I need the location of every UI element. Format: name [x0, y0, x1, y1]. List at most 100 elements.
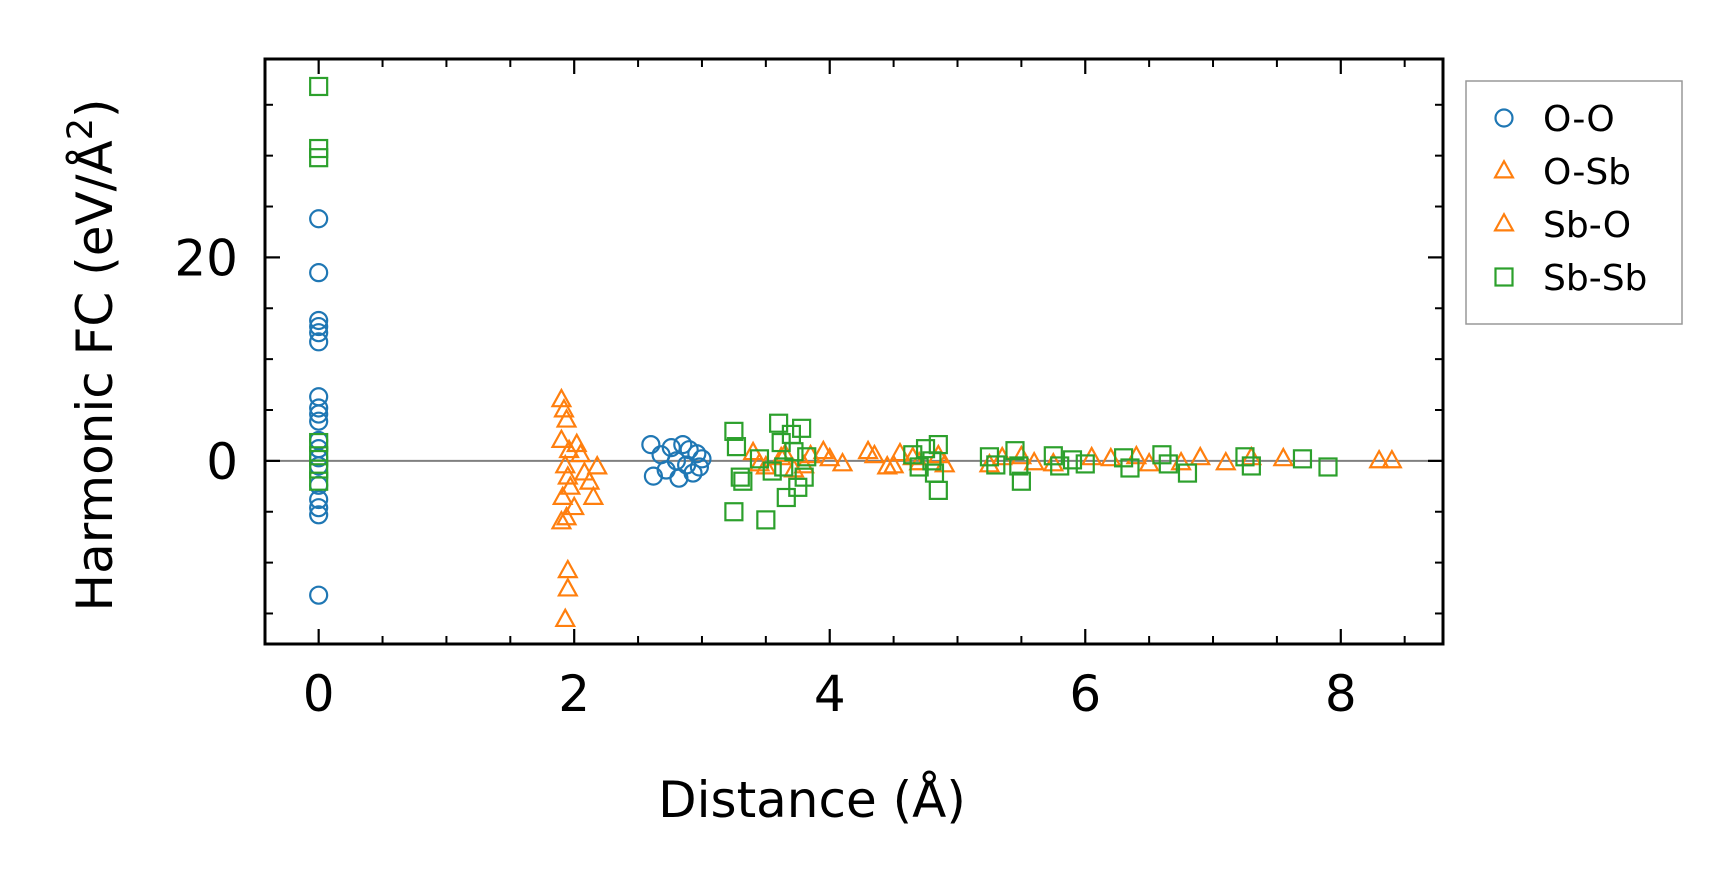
- data-point-sb-o-3: [818, 446, 841, 467]
- x-tick-label: 0: [303, 665, 335, 723]
- data-point-o-sb-26: [812, 439, 835, 460]
- data-point-sb-sb-20: [784, 442, 804, 462]
- data-point-o-sb-34: [1010, 444, 1033, 465]
- legend-label-o-sb: O-Sb: [1543, 152, 1631, 193]
- data-point-o-o-26: [673, 434, 693, 455]
- x-tick-label: 8: [1325, 665, 1357, 723]
- data-point-o-o-15: [309, 489, 329, 510]
- data-point-sb-sb-33: [986, 455, 1006, 475]
- data-point-o-o-7: [309, 398, 329, 418]
- legend: O-O O-Sb Sb-O Sb-Sb: [1465, 80, 1683, 325]
- data-point-o-o-16: [309, 498, 329, 518]
- data-point-o-o-29: [683, 463, 703, 483]
- data-point-sb-sb-30: [928, 434, 948, 455]
- data-point-o-sb-15: [578, 470, 601, 490]
- legend-label-sb-o: Sb-O: [1543, 205, 1631, 246]
- data-point-o-sb-22: [755, 454, 777, 475]
- data-point-o-sb-20: [554, 607, 577, 628]
- data-point-sb-sb-21: [788, 477, 808, 497]
- x-tick-label: 6: [1069, 665, 1101, 723]
- data-point-sb-sb-17: [774, 457, 794, 477]
- data-point-sb-sb-45: [1177, 463, 1198, 483]
- data-point-o-sb-17: [586, 454, 608, 475]
- data-point-o-sb-18: [557, 558, 579, 579]
- x-tick-label: 2: [558, 665, 590, 723]
- data-point-sb-sb-25: [903, 445, 923, 465]
- data-point-sb-sb-31: [928, 480, 948, 500]
- data-point-o-sb-19: [557, 577, 579, 597]
- data-point-o-sb-14: [573, 461, 596, 481]
- data-point-o-sb-3: [550, 428, 573, 448]
- data-point-sb-sb-26: [909, 457, 929, 477]
- data-point-sb-o-12: [1189, 445, 1212, 466]
- data-point-sb-sb-38: [1050, 456, 1070, 476]
- data-point-sb-o-14: [1240, 445, 1263, 466]
- data-point-sb-o-15: [1272, 446, 1295, 467]
- x-tick-label: 4: [814, 665, 846, 723]
- data-point-o-sb-16: [582, 485, 605, 505]
- data-point-sb-sb-48: [1292, 449, 1313, 469]
- data-point-sb-sb-14: [762, 461, 782, 481]
- data-point-sb-sb-6: [309, 471, 329, 491]
- data-point-sb-sb-23: [794, 467, 814, 487]
- legend-marker-o-sb: [1493, 158, 1515, 179]
- y-tick-label: 20: [174, 229, 238, 287]
- data-point-o-sb-11: [550, 509, 573, 530]
- data-point-sb-o-17: [1381, 448, 1403, 469]
- data-point-o-o-2: [309, 310, 329, 331]
- data-point-o-o-32: [692, 449, 712, 469]
- data-point-o-o-18: [309, 585, 329, 605]
- data-point-sb-sb-13: [749, 449, 770, 469]
- data-point-o-sb-2: [555, 408, 578, 428]
- data-point-o-sb-4: [558, 438, 580, 459]
- data-point-sb-sb-49: [1318, 457, 1338, 477]
- data-point-sb-sb-0: [309, 76, 329, 97]
- data-point-sb-sb-7: [724, 421, 744, 441]
- data-point-sb-sb-47: [1241, 456, 1261, 476]
- data-point-sb-sb-37: [1043, 446, 1063, 466]
- data-point-o-o-5: [309, 332, 329, 352]
- data-point-sb-sb-10: [733, 471, 753, 491]
- data-point-sb-sb-39: [1062, 450, 1083, 470]
- data-point-sb-sb-5: [309, 459, 329, 479]
- data-point-o-o-4: [309, 323, 329, 343]
- data-point-sb-sb-41: [1113, 448, 1134, 468]
- data-point-sb-sb-24: [797, 447, 817, 467]
- data-point-sb-o-5: [882, 453, 905, 474]
- legend-label-sb-sb: Sb-Sb: [1543, 258, 1647, 299]
- plot-frame: [263, 57, 1445, 646]
- legend-marker-o-o: [1494, 108, 1514, 128]
- legend-label-o-o: O-O: [1543, 99, 1615, 140]
- data-point-sb-sb-22: [792, 418, 812, 438]
- data-point-o-o-31: [689, 457, 710, 477]
- data-point-o-o-3: [309, 316, 329, 337]
- data-point-sb-o-4: [863, 443, 886, 464]
- data-point-sb-sb-2: [309, 148, 329, 168]
- data-point-sb-sb-9: [730, 467, 750, 487]
- y-axis-label: Harmonic FC (eV/Å2): [61, 98, 124, 611]
- data-point-sb-o-16: [1368, 448, 1390, 469]
- data-point-sb-sb-12: [756, 510, 776, 530]
- data-point-sb-sb-15: [769, 413, 789, 433]
- data-point-sb-o-13: [1215, 450, 1237, 471]
- x-axis-label: Distance (Å): [658, 771, 966, 829]
- data-point-o-sb-13: [569, 442, 592, 463]
- data-point-o-sb-8: [551, 485, 574, 505]
- data-point-sb-sb-27: [915, 439, 936, 459]
- data-point-sb-o-9: [1023, 450, 1045, 471]
- data-point-o-sb-9: [563, 495, 585, 516]
- data-point-sb-o-10: [1100, 446, 1122, 467]
- data-point-o-o-19: [641, 434, 661, 455]
- data-point-sb-sb-35: [1009, 456, 1029, 476]
- legend-box: [1465, 80, 1683, 325]
- data-point-sb-sb-44: [1158, 454, 1178, 474]
- data-point-sb-sb-36: [1011, 471, 1031, 491]
- data-point-sb-sb-34: [1005, 441, 1025, 461]
- legend-marker-sb-sb: [1494, 267, 1514, 287]
- data-point-o-o-1: [309, 263, 329, 283]
- data-point-o-o-30: [687, 444, 707, 464]
- data-point-sb-sb-4: [309, 446, 329, 466]
- data-point-o-o-17: [309, 505, 329, 525]
- data-point-o-o-23: [661, 438, 681, 458]
